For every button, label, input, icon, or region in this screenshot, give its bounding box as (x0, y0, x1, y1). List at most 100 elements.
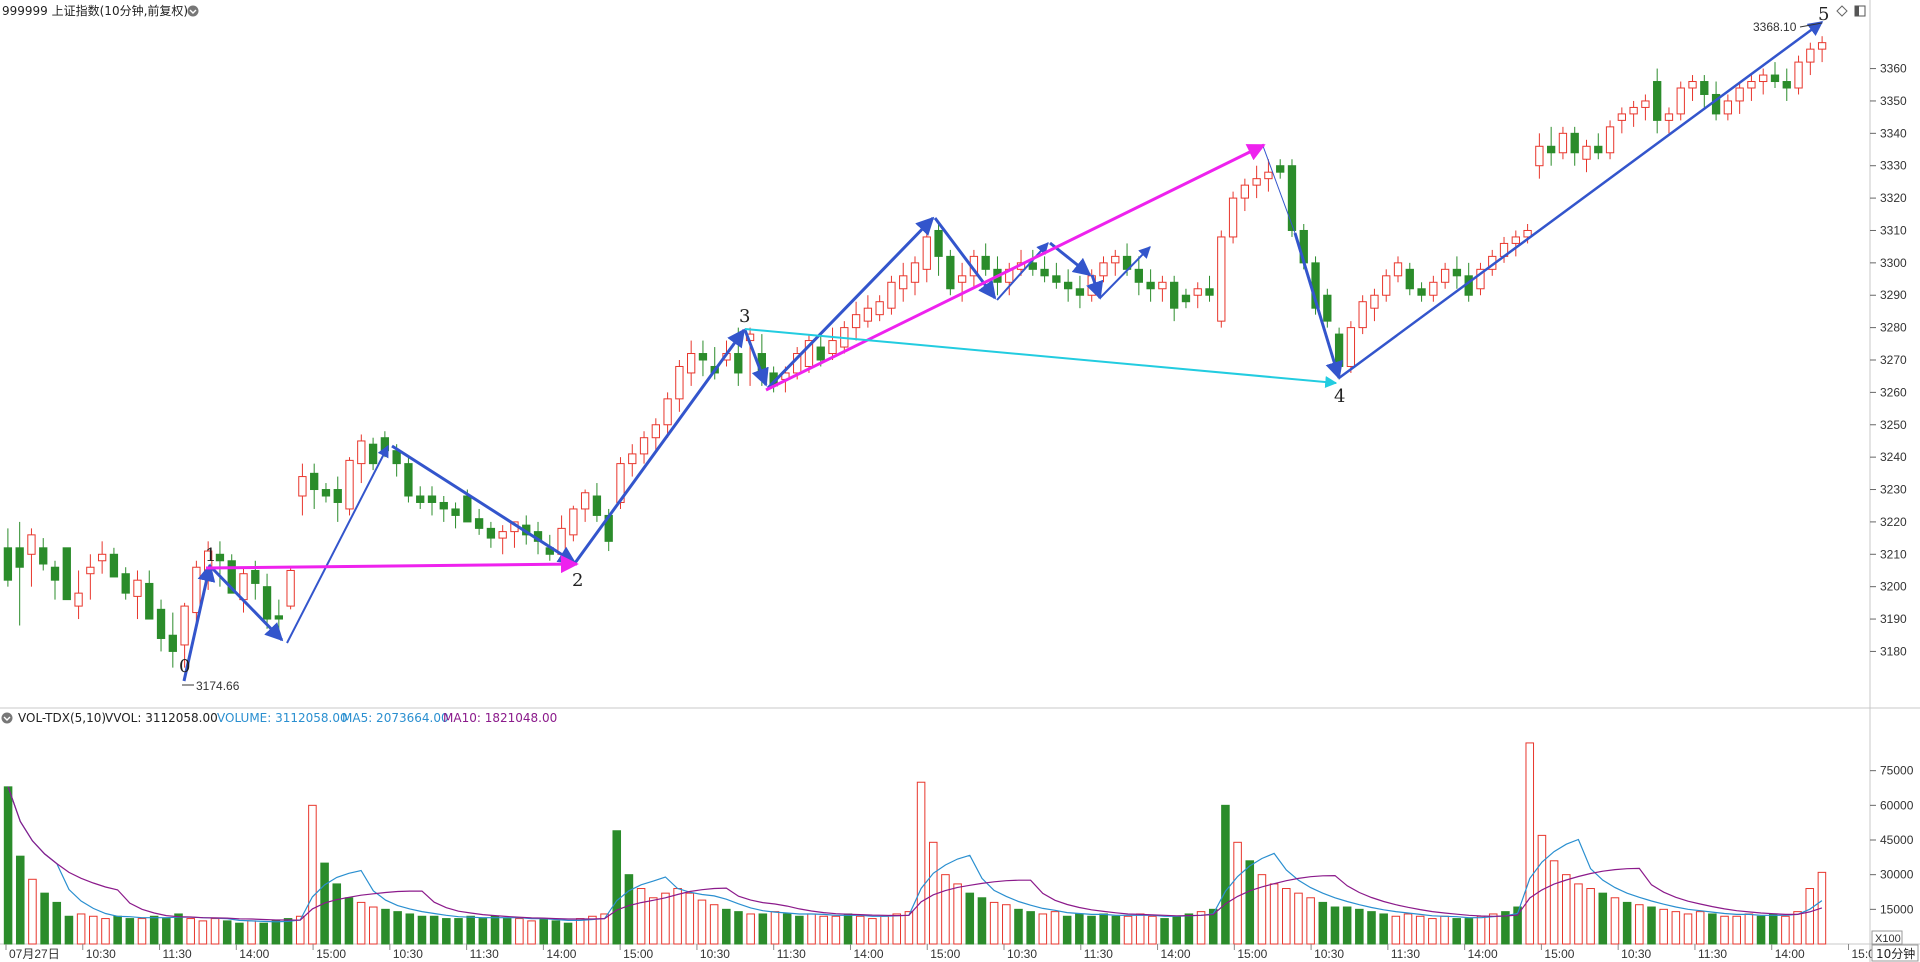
wave-label-3: 3 (739, 306, 750, 327)
vol-multiplier-label: X100 (1875, 933, 1901, 945)
candle-body (628, 453, 637, 465)
time-tick-label: 11:30 (1698, 947, 1727, 961)
volume-bar (1622, 901, 1632, 945)
volume-bar (515, 918, 524, 945)
diamond-icon[interactable] (1836, 5, 1848, 17)
volume-bar (1501, 911, 1510, 945)
candle (887, 275, 896, 315)
candle (39, 538, 48, 571)
candle-body (262, 586, 272, 620)
candle-body (1558, 132, 1568, 154)
volume-bar (369, 906, 378, 945)
candle (698, 340, 708, 377)
volume-bar (405, 913, 415, 945)
candle-body (109, 553, 119, 578)
candle-body (698, 353, 708, 361)
volume-bar (235, 922, 244, 945)
candle (27, 528, 36, 587)
candle (168, 612, 177, 668)
wave-arrow-a (210, 566, 284, 642)
candle (946, 249, 955, 296)
candle (286, 567, 295, 610)
candle-body (392, 450, 401, 465)
time-tick-label: 11:30 (777, 947, 806, 961)
volume-bar (113, 915, 122, 945)
wave-label-2: 2 (572, 570, 583, 591)
wave-arrow-k (1262, 145, 1296, 234)
volume-bar (941, 874, 950, 945)
volume-indicator-name: VOL-TDX(5,10) (18, 711, 106, 725)
candle-body (1217, 236, 1226, 322)
candle (486, 521, 496, 548)
candle-body (368, 443, 378, 465)
period-box[interactable] (1871, 944, 1919, 962)
volume-bar (1708, 913, 1717, 945)
volume-bar (308, 804, 317, 945)
volume-bar (1269, 883, 1279, 945)
volume-bar (831, 915, 841, 945)
volume-bar (1111, 915, 1121, 945)
volume-bar (661, 892, 670, 945)
volume-bar (1135, 913, 1145, 945)
candle (875, 295, 884, 322)
candle (1429, 275, 1438, 302)
candle-body (1688, 81, 1697, 89)
candle-body (910, 262, 920, 283)
panel-toggle-icon-fill (1855, 6, 1859, 16)
price-tick-label: 3250 (1880, 418, 1907, 432)
volume-bar (1123, 915, 1133, 945)
candle (62, 547, 71, 601)
candle-body (1334, 333, 1344, 367)
candle-body (1629, 106, 1638, 115)
time-tick-label: 11:30 (1084, 947, 1113, 961)
candle (1452, 256, 1462, 289)
volume-bar (1306, 897, 1315, 945)
candle-body (557, 527, 566, 555)
price-tick-label: 3330 (1880, 159, 1907, 173)
wave-arrow-i (1086, 274, 1104, 300)
candle-body (1193, 288, 1202, 296)
candle (145, 570, 154, 620)
volume-bar (259, 922, 269, 945)
wave-arrow-0-1 (182, 563, 216, 682)
title-dropdown-icon[interactable] (187, 5, 199, 17)
time-tick-label: 14:00 (1775, 947, 1805, 961)
volume-bar (1428, 918, 1437, 945)
candle-body (663, 398, 672, 426)
volume-bar (1671, 911, 1681, 945)
volume-bar (271, 920, 281, 945)
volume-dropdown-icon[interactable] (1, 712, 13, 724)
candle (1605, 120, 1615, 160)
candle (86, 554, 95, 600)
volume-bar (417, 915, 427, 945)
candle (345, 457, 354, 516)
candle (1735, 81, 1744, 114)
vol-multiplier-box (1871, 930, 1903, 945)
candle (1393, 256, 1403, 283)
candle-body (286, 569, 295, 607)
wave-arrow-c (391, 444, 577, 565)
volume-bar (1379, 913, 1388, 945)
volume-bar (1549, 860, 1559, 945)
time-tick-label: 14:00 (546, 947, 576, 961)
candle (1040, 256, 1049, 283)
wave-arrow-b (286, 444, 389, 644)
candle (1287, 159, 1297, 237)
time-tick-label: 10:30 (1621, 947, 1651, 961)
candle-body (133, 579, 142, 597)
candle-body (1228, 197, 1238, 238)
volume-tick-label: 45000 (1880, 833, 1914, 847)
candle (439, 496, 448, 522)
wave-label-4: 4 (1334, 386, 1345, 407)
volume-bar (648, 897, 658, 945)
time-axis: 07月27日 10:30 11:30 14:00 15:00 10:30 11:30 14:0… (5, 944, 1882, 961)
candle-body (957, 275, 967, 283)
candle-body (121, 573, 130, 594)
volume-bar (807, 913, 816, 945)
time-tick-label: 11:30 (163, 947, 192, 961)
time-tick-label: 10:30 (86, 947, 116, 961)
candle (1511, 230, 1520, 257)
candle-body (168, 634, 177, 652)
volume-series (3, 742, 1827, 945)
